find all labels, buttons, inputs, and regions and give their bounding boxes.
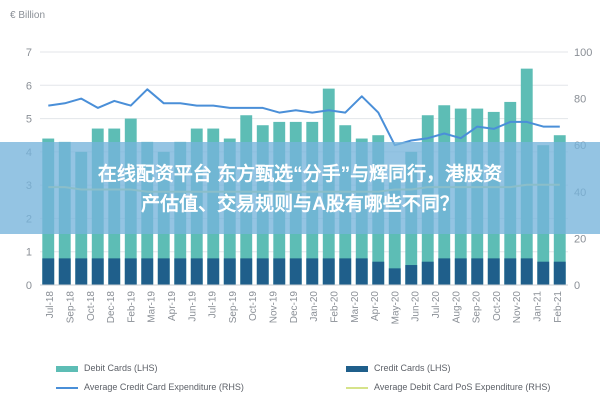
- bar-credit-cards: [223, 258, 236, 285]
- legend-swatch-avg-credit: [56, 386, 78, 389]
- bar-credit-cards: [141, 258, 154, 285]
- bar-credit-cards: [355, 258, 368, 285]
- legend-label-avg-credit: Average Credit Card Expenditure (RHS): [84, 382, 244, 392]
- bar-credit-cards: [190, 258, 203, 285]
- bar-credit-cards: [174, 258, 187, 285]
- bar-credit-cards: [504, 258, 517, 285]
- x-tick-label: Jul-19: [208, 291, 219, 319]
- bar-credit-cards: [306, 258, 319, 285]
- x-tick-label: Jan-21: [533, 291, 544, 322]
- bar-credit-cards: [553, 261, 566, 285]
- left-tick-label: 5: [26, 114, 32, 126]
- left-tick-label: 6: [26, 80, 32, 92]
- left-tick-label: 1: [26, 247, 32, 259]
- legend-item-credit: Credit Cards (LHS): [346, 362, 451, 374]
- bar-credit-cards: [157, 258, 170, 285]
- x-tick-label: Jul-20: [431, 291, 442, 319]
- x-tick-label: Jul-18: [45, 291, 56, 319]
- bar-credit-cards: [273, 258, 286, 285]
- x-tick-label: Apr-20: [370, 291, 381, 321]
- x-tick-label: Jun-19: [187, 291, 198, 322]
- legend-swatch-avg-pos: [346, 386, 368, 389]
- legend-swatch-debit: [56, 365, 78, 372]
- bar-credit-cards: [438, 258, 451, 285]
- bar-credit-cards: [520, 258, 533, 285]
- bar-credit-cards: [58, 258, 71, 285]
- x-tick-label: Sep-19: [228, 291, 239, 324]
- x-tick-label: Mar-20: [350, 291, 361, 323]
- x-tick-label: Feb-21: [553, 291, 564, 323]
- line-avg-credit-card-expenditure: [48, 88, 560, 147]
- x-tick-label: Oct-19: [248, 291, 259, 321]
- bar-credit-cards: [91, 258, 104, 285]
- overlay-title: 在线配资平台 东方甄选“分手”与辉同行，港股资 产估值、交易规则与A股有哪些不同…: [0, 160, 600, 220]
- bar-credit-cards: [421, 261, 434, 285]
- legend: Debit Cards (LHS) Credit Cards (LHS) Ave…: [40, 360, 600, 400]
- bar-credit-cards: [537, 261, 550, 285]
- x-tick-label: Nov-19: [269, 291, 280, 324]
- bar-credit-cards: [372, 261, 385, 285]
- x-tick-label: Sep-18: [65, 291, 76, 324]
- bar-credit-cards: [124, 258, 137, 285]
- bar-credit-cards: [240, 258, 253, 285]
- overlay-banner: [0, 142, 600, 234]
- x-tick-label: Dec-19: [289, 291, 300, 324]
- legend-item-avg-credit: Average Credit Card Expenditure (RHS): [56, 381, 244, 393]
- x-tick-label: Jan-20: [309, 291, 320, 322]
- x-tick-label: Jun-20: [411, 291, 422, 322]
- bar-credit-cards: [207, 258, 220, 285]
- x-tick-label: Aug-20: [451, 291, 462, 324]
- bar-credit-cards: [289, 258, 302, 285]
- overlay-title-line1: 在线配资平台 东方甄选“分手”与辉同行，港股资: [97, 164, 503, 185]
- bar-credit-cards: [75, 258, 88, 285]
- bar-credit-cards: [256, 258, 269, 285]
- bar-credit-cards: [454, 258, 467, 285]
- x-tick-label: May-20: [390, 291, 401, 325]
- right-tick-label: 80: [574, 94, 586, 106]
- bar-credit-cards: [471, 258, 484, 285]
- left-tick-label: 7: [26, 47, 32, 59]
- right-tick-label: 20: [574, 233, 586, 245]
- legend-swatch-credit: [346, 365, 368, 372]
- x-tick-label: Dec-18: [106, 291, 117, 324]
- x-tick-label: Feb-20: [329, 291, 340, 323]
- bar-credit-cards: [108, 258, 121, 285]
- bar-credit-cards: [42, 258, 55, 285]
- bar-credit-cards: [339, 258, 352, 285]
- right-tick-label: 100: [574, 47, 592, 59]
- legend-label-avg-pos: Average Debit Card PoS Expenditure (RHS): [374, 382, 551, 392]
- legend-item-debit: Debit Cards (LHS): [56, 362, 158, 374]
- legend-label-credit: Credit Cards (LHS): [374, 363, 451, 373]
- x-tick-label: Nov-20: [512, 291, 523, 324]
- overlay-title-line2: 产估值、交易规则与A股有哪些不同？: [141, 194, 459, 215]
- x-tick-label: Apr-19: [167, 291, 178, 321]
- x-tick-label: Feb-19: [126, 291, 137, 323]
- bar-credit-cards: [388, 268, 401, 285]
- x-tick-label: Oct-18: [86, 291, 97, 321]
- right-tick-label: 0: [574, 280, 580, 292]
- x-tick-label: Mar-19: [147, 291, 158, 323]
- legend-label-debit: Debit Cards (LHS): [84, 363, 158, 373]
- x-tick-label: Oct-20: [492, 291, 503, 321]
- bar-credit-cards: [405, 265, 418, 285]
- bar-credit-cards: [322, 258, 335, 285]
- left-axis-unit: € Billion: [10, 10, 46, 21]
- bar-credit-cards: [487, 258, 500, 285]
- x-tick-label: Sep-20: [472, 291, 483, 324]
- legend-item-avg-pos: Average Debit Card PoS Expenditure (RHS): [346, 381, 550, 393]
- left-tick-label: 0: [26, 280, 32, 292]
